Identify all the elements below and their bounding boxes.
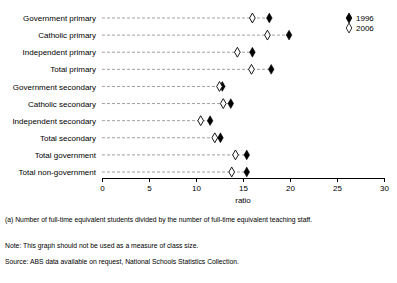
marks [102, 13, 292, 177]
plot: 0 5 10 15 20 25 30 ratio Government primary Catho… [12, 13, 389, 205]
x-tick: 25 [333, 178, 342, 193]
legend-symbol [346, 13, 352, 23]
category-label: Total secondary [40, 134, 96, 143]
leader-line [102, 86, 222, 87]
point [229, 167, 235, 177]
x-tick-label: 10 [192, 184, 201, 193]
point [265, 30, 271, 40]
series [198, 13, 270, 177]
point [228, 99, 234, 109]
point [198, 116, 204, 126]
x-tick-mark [290, 178, 291, 182]
y-tick: Total secondary [40, 134, 96, 143]
y-tick: Independent secondary [12, 117, 96, 126]
y-tick: Catholic primary [38, 31, 96, 40]
category-label: Total government [35, 151, 97, 160]
x-axis-line [103, 179, 385, 183]
chart: 0 5 10 15 20 25 30 ratio Government primary Catho… [0, 0, 397, 283]
leader-line [102, 172, 247, 173]
leader-line [102, 137, 220, 138]
x-tick: 30 [380, 178, 389, 193]
legend-symbol [346, 23, 352, 33]
y-axis: Government primary Catholic primary Indepe… [12, 14, 96, 177]
category-label: Government secondary [13, 83, 96, 92]
annotation: Note: This graph should not be used as a… [5, 242, 198, 250]
y-tick: Total primary [50, 65, 96, 74]
point [268, 64, 274, 74]
leader-line [102, 35, 289, 36]
legend-label: 1996 [356, 14, 374, 23]
point [220, 99, 226, 109]
category-label: Government primary [23, 14, 96, 23]
legend-entry: 1996 [346, 13, 374, 23]
y-tick: Independent primary [23, 48, 96, 57]
point [235, 47, 241, 57]
y-tick: Total non-government [19, 168, 97, 177]
x-tick: 20 [286, 178, 295, 193]
annotation: Source: ABS data available on request, N… [5, 258, 239, 266]
category-label: Independent secondary [12, 117, 96, 126]
point [266, 13, 272, 23]
x-tick: 15 [239, 178, 248, 193]
legend-entry: 2006 [346, 23, 374, 33]
point [212, 133, 218, 143]
legend-label: 2006 [356, 24, 374, 33]
y-tick: Catholic secondary [28, 100, 96, 109]
x-tick-mark [102, 178, 103, 182]
category-label: Total primary [50, 65, 96, 74]
legend: 19962006 [346, 13, 374, 33]
x-axis-title: ratio [235, 196, 251, 205]
category-label: Total non-government [19, 168, 97, 177]
x-tick-label: 15 [239, 184, 248, 193]
annotation: (a) Number of full-time equivalent stude… [5, 216, 312, 224]
leader-line [102, 18, 269, 19]
point [244, 167, 250, 177]
x-tick-label: 20 [286, 184, 295, 193]
x-tick-label: 30 [380, 184, 389, 193]
leader-line [102, 154, 247, 155]
x-tick-mark [196, 178, 197, 182]
x-tick: 10 [192, 178, 201, 193]
x-axis: 0 5 10 15 20 25 30 [100, 178, 389, 193]
point [244, 150, 250, 160]
leader-line [102, 120, 210, 121]
leader-line [102, 52, 252, 53]
leader-line [102, 103, 231, 104]
point [249, 64, 255, 74]
x-tick-mark [243, 178, 244, 182]
category-label: Independent primary [23, 48, 96, 57]
point [286, 30, 292, 40]
x-tick-label: 25 [333, 184, 342, 193]
point [250, 13, 256, 23]
point [218, 133, 224, 143]
x-tick: 0 [100, 178, 105, 193]
category-label: Catholic primary [38, 31, 96, 40]
leader-line [102, 69, 271, 70]
x-tick: 5 [147, 178, 152, 193]
x-tick-mark [149, 178, 150, 182]
point [207, 116, 213, 126]
y-tick: Government primary [23, 14, 96, 23]
x-tick-mark [384, 178, 385, 182]
y-tick: Total government [35, 151, 97, 160]
x-tick-mark [337, 178, 338, 182]
series [207, 13, 292, 177]
category-label: Catholic secondary [28, 100, 96, 109]
point [233, 150, 239, 160]
x-tick-label: 5 [147, 184, 152, 193]
point [250, 47, 256, 57]
point [217, 82, 223, 92]
x-tick-label: 0 [100, 184, 105, 193]
y-tick: Government secondary [13, 83, 96, 92]
